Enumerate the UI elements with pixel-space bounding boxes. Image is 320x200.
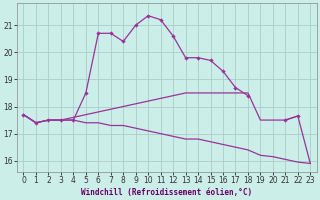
X-axis label: Windchill (Refroidissement éolien,°C): Windchill (Refroidissement éolien,°C) bbox=[81, 188, 252, 197]
